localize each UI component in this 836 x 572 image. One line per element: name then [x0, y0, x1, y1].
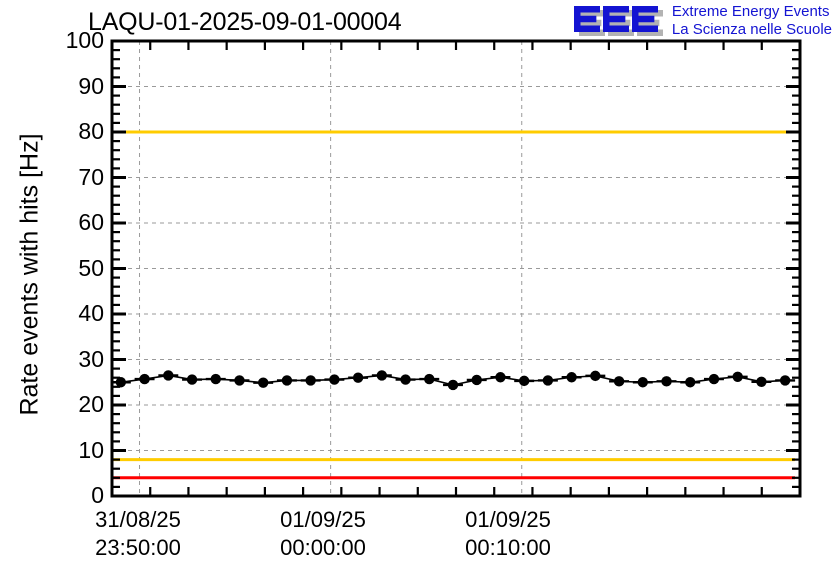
y-axis-tick-label: 80: [78, 118, 104, 144]
data-point: [352, 372, 364, 383]
data-point: [542, 375, 554, 386]
y-axis-tick-labels: 0 10 20 30 40 50 60 70 80 90 100: [42, 0, 104, 572]
x-axis-tick-label: 01/09/25 00:00:00: [280, 507, 366, 561]
logo-line-1: Extreme Energy Events: [671, 3, 830, 20]
data-point: [424, 373, 435, 385]
x-axis-tick-label: 31/08/25 23:50:00: [95, 507, 181, 561]
data-point: [376, 370, 388, 381]
logo-line-2: La Scienza nelle Scuole: [671, 21, 832, 39]
data-point: [495, 372, 506, 383]
data-point: [566, 372, 577, 383]
data-point: [756, 376, 767, 387]
y-axis-tick-label: 20: [78, 391, 104, 417]
y-axis-tick-label: 0: [91, 482, 104, 508]
y-axis-tick-label: 90: [78, 72, 104, 99]
data-point: [234, 375, 245, 386]
data-point: [163, 370, 174, 381]
data-point: [281, 375, 293, 386]
data-point: [305, 375, 316, 386]
y-axis-tick-label: 10: [78, 436, 104, 463]
data-point: [590, 370, 601, 382]
data-point: [329, 374, 340, 385]
eee-mark-icon: [573, 2, 666, 40]
y-axis-tick-label: 40: [78, 300, 104, 326]
data-point: [139, 373, 150, 385]
data-point: [258, 377, 269, 388]
data-point: [115, 377, 127, 388]
data-point: [613, 376, 625, 387]
page-title: LAQU-01-2025-09-01-00004: [88, 8, 402, 36]
data-point: [637, 377, 648, 388]
data-point: [471, 374, 482, 386]
data-point: [708, 373, 720, 385]
data-point: [779, 375, 791, 386]
data-point: [210, 373, 221, 385]
data-point: [518, 375, 530, 387]
y-axis-tick-label: 60: [78, 209, 104, 235]
y-axis-title: Rate events with hits [Hz]: [15, 133, 44, 416]
y-axis-tick-label: 70: [78, 163, 104, 190]
data-point: [186, 374, 198, 385]
data-point: [447, 379, 459, 391]
y-axis-tick-label: 100: [65, 27, 104, 53]
data-point: [685, 377, 696, 388]
data-point: [732, 371, 743, 382]
y-axis-tick-label: 50: [78, 254, 104, 281]
data-point: [400, 374, 411, 385]
y-axis-tick-label: 30: [78, 345, 104, 372]
eee-logo: Extreme Energy Events La Scienza nelle S…: [573, 2, 832, 42]
x-axis-tick-label: 01/09/25 00:10:00: [465, 507, 551, 561]
data-point: [661, 376, 672, 387]
